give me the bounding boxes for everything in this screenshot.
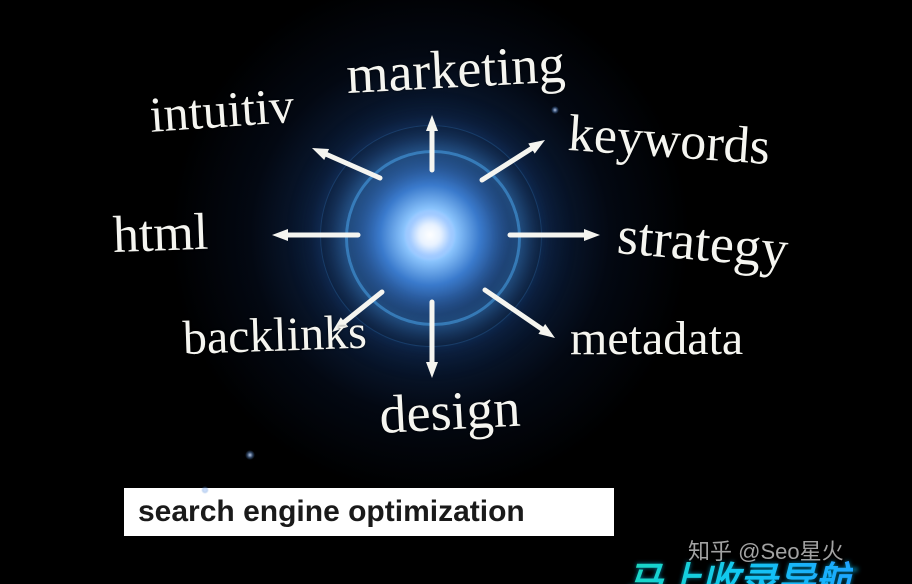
word-design: design [378,381,522,442]
caption-text: search engine optimization [138,495,525,529]
seo-diagram: intuitiv marketing keywords html strateg… [0,0,912,584]
word-html: html [112,207,209,262]
watermark-brand: 马上收录导航 [625,550,853,584]
word-backlinks: backlinks [182,309,368,363]
word-keywords: keywords [566,108,771,174]
lens-flare [551,106,559,114]
caption-bar: search engine optimization [124,488,614,536]
word-strategy: strategy [615,208,790,277]
word-metadata: metadata [570,315,743,363]
light-core [405,210,455,260]
word-marketing: marketing [345,37,566,102]
lens-flare [201,486,209,494]
word-intuitiv: intuitiv [148,80,296,140]
lens-flare [245,450,255,460]
